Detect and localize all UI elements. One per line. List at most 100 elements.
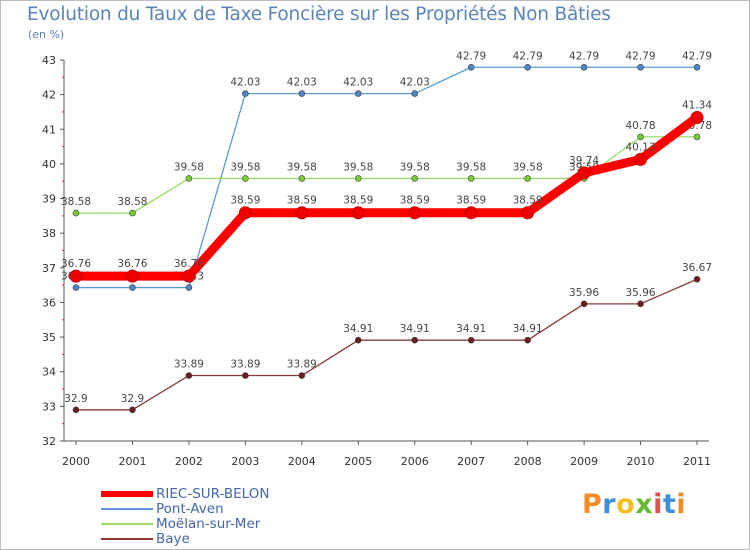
data-point-baye [73,407,79,413]
data-point-mo-lan-sur-mer [186,175,192,181]
x-tick-label: 2001 [118,455,146,468]
data-point-pont-aven [355,91,361,97]
data-label-riec-sur-belon: 38.59 [230,195,260,207]
data-point-pont-aven [638,64,644,70]
data-label-mo-lan-sur-mer: 39.58 [400,161,430,173]
data-point-riec-sur-belon [126,270,138,282]
data-label-baye: 34.91 [456,323,486,335]
data-point-baye [412,337,418,343]
data-label-riec-sur-belon: 38.59 [343,195,373,207]
data-point-riec-sur-belon [296,207,308,219]
data-point-riec-sur-belon [409,207,421,219]
series-line-pont-aven [76,67,697,287]
data-label-baye: 35.96 [569,287,599,299]
data-point-pont-aven [694,64,700,70]
data-label-pont-aven: 42.79 [682,50,712,62]
data-point-mo-lan-sur-mer [299,175,305,181]
logo-letter: o [616,489,635,520]
data-label-mo-lan-sur-mer: 38.58 [117,196,147,208]
data-label-pont-aven: 42.03 [287,77,317,89]
data-point-pont-aven [581,64,587,70]
data-label-mo-lan-sur-mer: 39.58 [456,161,486,173]
x-tick-label: 2005 [344,455,372,468]
y-tick-label: 32 [42,435,56,448]
proxiti-logo: Proxiti [582,489,686,520]
series-line-riec-sur-belon [76,117,697,276]
data-label-baye: 36.67 [682,262,712,274]
x-tick-label: 2006 [401,455,429,468]
data-label-baye: 33.89 [230,359,260,371]
data-point-pont-aven [299,91,305,97]
series-line-baye [76,279,697,410]
x-tick-label: 2002 [175,455,203,468]
data-point-baye [242,373,248,379]
data-label-baye: 35.96 [626,287,656,299]
data-label-baye: 34.91 [343,323,373,335]
logo-letter: i [676,489,686,520]
data-point-mo-lan-sur-mer [129,210,135,216]
x-tick-label: 2008 [514,455,542,468]
data-label-pont-aven: 42.03 [343,77,373,89]
data-label-baye: 32.9 [121,393,144,405]
data-point-mo-lan-sur-mer [468,175,474,181]
logo-letter: t [663,489,676,520]
data-label-riec-sur-belon: 36.76 [61,258,91,270]
line-chart: 3233343536373839404142432000 2001 2002 2003… [1,1,749,549]
data-label-pont-aven: 42.79 [513,50,543,62]
data-point-pont-aven [525,64,531,70]
x-tick-label: 2009 [570,455,598,468]
legend-swatch-riec [101,491,153,497]
data-point-mo-lan-sur-mer [355,175,361,181]
series-line-mo-lan-sur-mer [76,137,697,213]
data-label-baye: 33.89 [287,359,317,371]
legend-swatch-pont-aven [101,508,153,510]
y-tick-label: 42 [42,89,56,102]
data-label-riec-sur-belon: 38.59 [400,195,430,207]
x-tick-label: 2010 [627,455,655,468]
data-label-riec-sur-belon: 40.13 [626,141,656,153]
data-point-mo-lan-sur-mer [694,134,700,140]
data-point-mo-lan-sur-mer [242,175,248,181]
data-label-baye: 34.91 [513,323,543,335]
logo-letter: P [582,489,602,520]
data-label-baye: 34.91 [400,323,430,335]
data-label-riec-sur-belon: 39.74 [569,155,599,167]
data-label-mo-lan-sur-mer: 40.78 [626,120,656,132]
y-tick-label: 33 [42,400,56,413]
y-tick-label: 40 [42,158,56,171]
y-tick-label: 36 [42,296,56,309]
data-label-mo-lan-sur-mer: 39.58 [230,161,260,173]
x-tick-label: 2000 [62,455,90,468]
legend-label-riec: RIEC-SUR-BELON [156,487,269,502]
data-label-pont-aven: 42.03 [400,77,430,89]
data-label-riec-sur-belon: 36.76 [117,258,147,270]
data-label-pont-aven: 42.79 [626,50,656,62]
legend-swatch-moelan [101,523,153,525]
legend-label-moelan: Moëlan-sur-Mer [156,517,260,532]
data-point-baye [186,373,192,379]
x-tick-label: 2003 [231,455,259,468]
data-label-riec-sur-belon: 38.59 [513,195,543,207]
data-point-riec-sur-belon [183,270,195,282]
data-point-baye [299,373,305,379]
y-tick-label: 41 [42,123,56,136]
data-label-riec-sur-belon: 38.59 [456,195,486,207]
data-label-mo-lan-sur-mer: 39.58 [287,161,317,173]
logo-letter: r [602,489,616,520]
data-point-pont-aven [73,285,79,291]
data-point-mo-lan-sur-mer [525,175,531,181]
x-tick-label: 2004 [288,455,316,468]
data-point-baye [129,407,135,413]
y-tick-label: 43 [42,54,56,67]
data-label-mo-lan-sur-mer: 39.58 [513,161,543,173]
data-point-baye [581,301,587,307]
data-point-riec-sur-belon [635,153,647,165]
data-label-riec-sur-belon: 38.59 [287,195,317,207]
data-point-riec-sur-belon [691,111,703,123]
data-point-baye [468,337,474,343]
data-point-mo-lan-sur-mer [638,134,644,140]
data-point-baye [355,337,361,343]
y-tick-label: 38 [42,227,56,240]
data-label-riec-sur-belon: 41.34 [682,99,712,111]
data-label-baye: 32.9 [64,393,87,405]
